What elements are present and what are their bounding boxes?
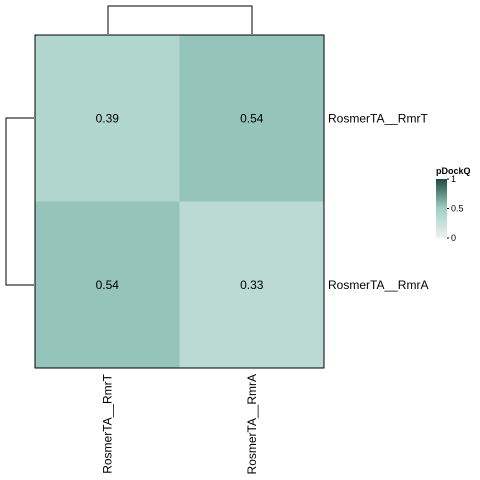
legend-ticks: 10.50 (447, 174, 464, 243)
heatmap-cell (179, 201, 324, 368)
cell-value-label: 0.54 (96, 278, 120, 292)
column-label: RosmerTA__RmrT (100, 373, 114, 473)
legend-title: pDockQ (436, 166, 471, 176)
heatmap-border (34, 34, 325, 369)
heatmap-cell (179, 35, 324, 202)
row-label: RosmerTA__RmrA (328, 278, 428, 292)
row-dendrogram (5, 117, 34, 286)
color-legend: pDockQ 10.50 (436, 166, 471, 243)
legend-tick-label: 0.5 (451, 204, 464, 214)
column-label: RosmerTA__RmrA (245, 374, 259, 474)
cell-value-label: 0.54 (240, 111, 264, 125)
heatmap-cell (35, 35, 180, 202)
row-label: RosmerTA__RmrT (328, 111, 428, 125)
legend-tick-label: 0 (451, 233, 456, 243)
cell-value-label: 0.39 (96, 111, 120, 125)
heatmap-cell (35, 201, 180, 368)
cell-value-label: 0.33 (240, 278, 264, 292)
column-dendrogram (107, 5, 253, 34)
legend-tick-label: 1 (451, 174, 456, 184)
legend-colorbar (436, 179, 447, 238)
row-labels: RosmerTA__RmrT RosmerTA__RmrA (328, 111, 428, 292)
heatmap-cells: 0.39 0.54 0.54 0.33 (35, 35, 324, 368)
column-labels: RosmerTA__RmrT RosmerTA__RmrA (100, 373, 259, 474)
